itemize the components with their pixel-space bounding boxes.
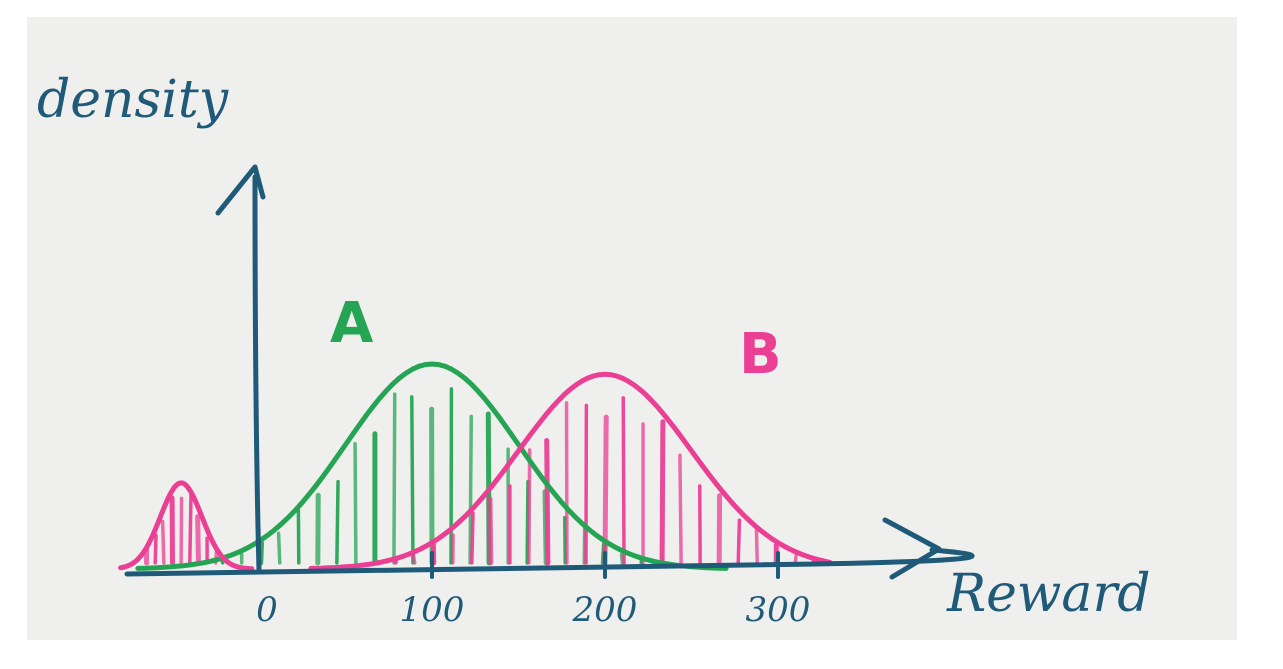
- x-tick-label-200: 200: [572, 590, 638, 630]
- x-tick-label-300: 300: [746, 590, 811, 630]
- hatch-b-0-22: [736, 518, 742, 565]
- hatch-b-1-8: [188, 493, 193, 565]
- hatch-b-1-4: [153, 533, 158, 565]
- y-axis-title: density: [37, 70, 229, 130]
- curve-b-1: [118, 480, 255, 572]
- hatch-b-0-11: [527, 448, 532, 565]
- hatch-b-0-16: [621, 396, 626, 565]
- hatch-a-0-7: [276, 531, 282, 565]
- x-axis-title: Reward: [946, 564, 1151, 624]
- hatch-b-1-5: [160, 519, 166, 565]
- x-tick-labels: 0 100 200 300: [256, 590, 810, 630]
- density-curves: [118, 361, 833, 572]
- hatch-a-0-13: [392, 392, 397, 565]
- hatch-b-0-19: [678, 453, 683, 565]
- x-ticks: [430, 551, 780, 579]
- hatch-a-0-25: [619, 553, 625, 565]
- hatch-b-0-5: [411, 553, 417, 565]
- series-label-a: A: [330, 291, 374, 356]
- hatch-a-0-14: [410, 395, 415, 565]
- y-axis-line: [252, 174, 262, 573]
- hatch-b-1-9: [195, 514, 201, 566]
- x-tick-label-100: 100: [400, 590, 465, 630]
- hatch-a-0-10: [335, 479, 340, 565]
- hatch-a-0-11: [353, 441, 358, 565]
- hatch-b-0-18: [659, 419, 666, 566]
- hatch-a-0-17: [468, 414, 474, 565]
- hatch-b-0-23: [754, 528, 759, 565]
- hatch-b-0-25: [793, 553, 798, 565]
- series-label-b: B: [739, 322, 782, 387]
- hatch-b-0-12: [544, 438, 551, 566]
- hatch-b-0-9: [487, 496, 494, 566]
- curve-b-0: [308, 371, 833, 571]
- x-axis-line: [124, 547, 975, 577]
- y-axis-arrowhead: [215, 164, 266, 216]
- x-axis-arrowhead: [882, 517, 942, 580]
- hatch-fills: [144, 387, 817, 566]
- x-tick-label-0: 0: [256, 590, 278, 630]
- hatch-b-0-8: [470, 511, 475, 565]
- curve-a-0: [135, 361, 729, 571]
